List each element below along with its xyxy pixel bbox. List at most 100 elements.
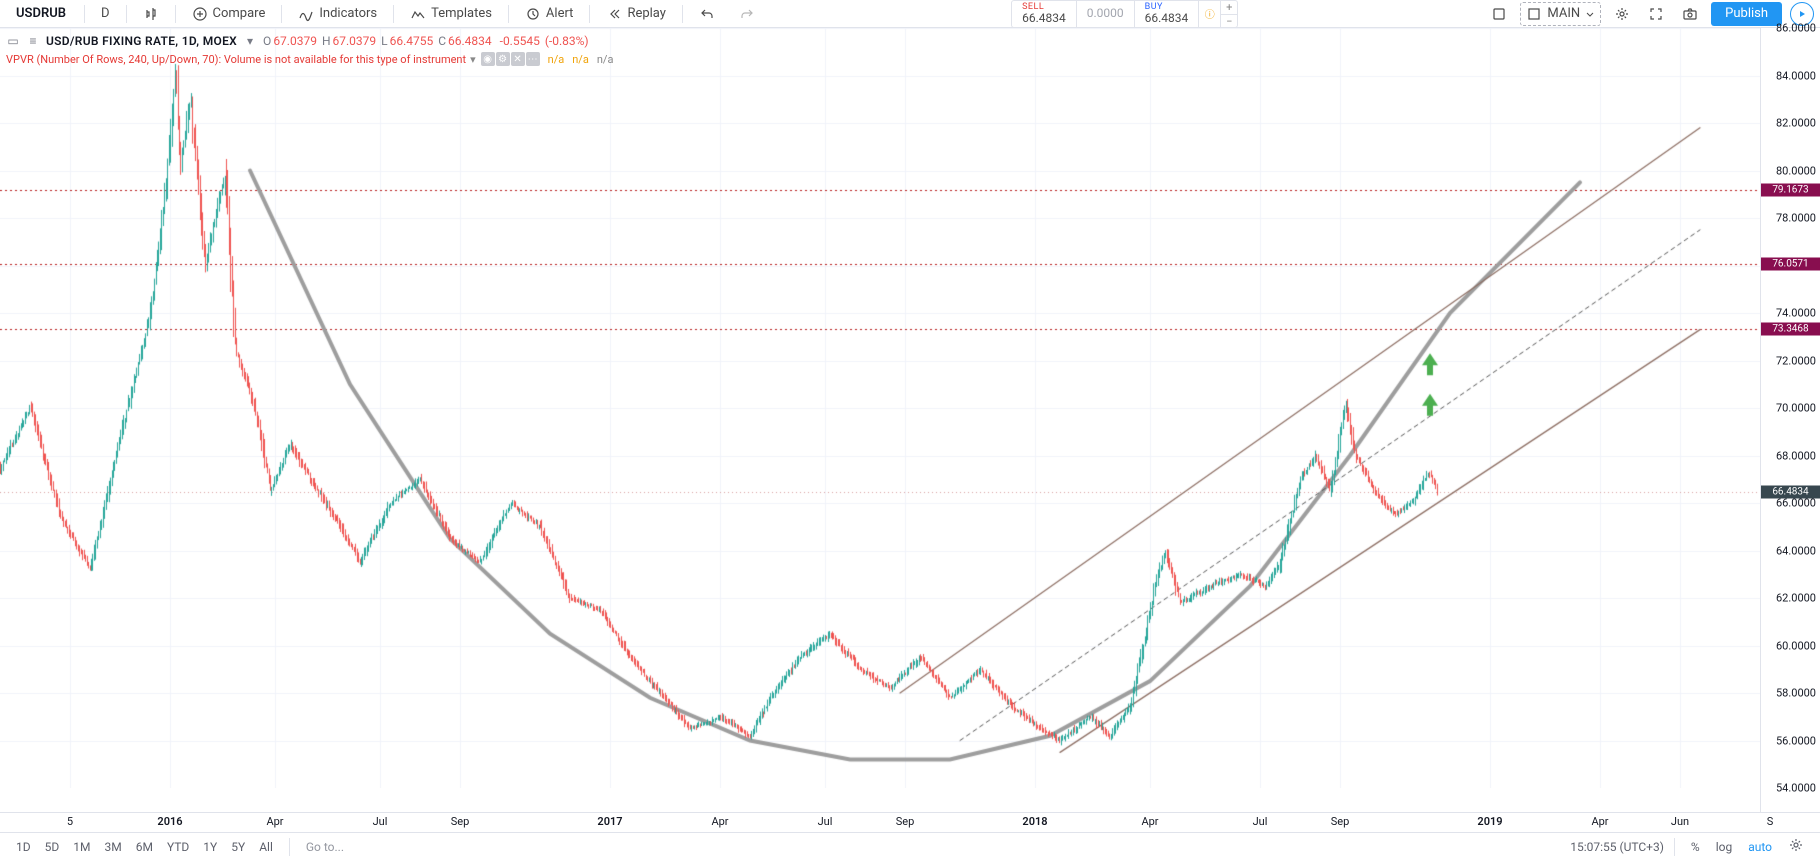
log-button[interactable]: log bbox=[1710, 837, 1739, 857]
interval-button[interactable]: D bbox=[93, 2, 118, 26]
fullscreen-icon bbox=[1648, 6, 1664, 22]
qty-minus[interactable]: − bbox=[1221, 15, 1237, 28]
y-tick: 68.0000 bbox=[1776, 449, 1816, 462]
bottom-toolbar: 1D5D1M3M6MYTD1Y5YAll Go to... 15:07:55 (… bbox=[0, 832, 1820, 860]
chevron-down-icon[interactable]: ▾ bbox=[243, 34, 257, 48]
info-icon[interactable]: ⓘ bbox=[1199, 1, 1221, 27]
snapshot-button[interactable] bbox=[1677, 2, 1703, 26]
y-tick: 86.0000 bbox=[1776, 22, 1816, 35]
y-tick: 54.0000 bbox=[1776, 782, 1816, 795]
study-eye-icon[interactable]: ◉ bbox=[481, 52, 495, 66]
indicators-button[interactable]: Indicators bbox=[290, 2, 385, 26]
legend-menu-icon[interactable]: ≡ bbox=[26, 34, 40, 48]
study-settings-icon[interactable]: ⚙ bbox=[496, 52, 510, 66]
y-tick: 60.0000 bbox=[1776, 639, 1816, 652]
qty-plus[interactable]: + bbox=[1221, 1, 1237, 15]
undo-button[interactable] bbox=[691, 2, 723, 26]
sell-cell[interactable]: SELL 66.4834 bbox=[1012, 1, 1077, 27]
ohlc-readout: O67.0379 H67.0379 L66.4755 C66.4834 -0.5… bbox=[263, 34, 591, 48]
range-all[interactable]: All bbox=[253, 837, 279, 857]
range-6m[interactable]: 6M bbox=[130, 837, 159, 857]
y-tick: 70.0000 bbox=[1776, 402, 1816, 415]
chevron-down-icon bbox=[1585, 9, 1595, 19]
y-tick: 82.0000 bbox=[1776, 117, 1816, 130]
square-icon bbox=[1491, 6, 1507, 22]
percent-button[interactable]: % bbox=[1685, 837, 1706, 857]
top-toolbar: USDRUB D Compare Indicators Templates Al… bbox=[0, 0, 1820, 28]
y-tick: 80.0000 bbox=[1776, 164, 1816, 177]
x-tick: Sep bbox=[451, 815, 470, 828]
quote-panel: SELL 66.4834 0.0000 BUY 66.4834 ⓘ +− bbox=[1011, 0, 1238, 28]
chevron-down-icon[interactable]: ▾ bbox=[470, 53, 476, 66]
x-tick: Apr bbox=[1591, 815, 1608, 828]
y-tick: 72.0000 bbox=[1776, 354, 1816, 367]
goto-button[interactable]: Go to... bbox=[300, 837, 350, 857]
alert-icon bbox=[525, 6, 541, 22]
y-tick: 84.0000 bbox=[1776, 69, 1816, 82]
chart-style-button[interactable] bbox=[135, 2, 167, 26]
range-1m[interactable]: 1M bbox=[67, 837, 96, 857]
x-tick: 5 bbox=[67, 815, 73, 828]
redo-icon bbox=[739, 6, 755, 22]
redo-button[interactable] bbox=[731, 2, 763, 26]
select-tool[interactable] bbox=[1486, 2, 1512, 26]
study-delete-icon[interactable]: ✕ bbox=[511, 52, 525, 66]
y-tick: 74.0000 bbox=[1776, 307, 1816, 320]
time-axis[interactable]: 52016AprJulSep2017AprJulSep2018AprJulSep… bbox=[0, 812, 1820, 832]
spread-cell: 0.0000 bbox=[1077, 1, 1135, 27]
x-tick: Jul bbox=[818, 815, 833, 828]
templates-icon bbox=[410, 6, 426, 22]
study-legend: VPVR (Number Of Rows, 240, Up/Down, 70):… bbox=[6, 52, 613, 66]
auto-button[interactable]: auto bbox=[1742, 837, 1778, 857]
range-1y[interactable]: 1Y bbox=[197, 837, 223, 857]
play-icon bbox=[1797, 9, 1807, 19]
study-text[interactable]: VPVR (Number Of Rows, 240, Up/Down, 70):… bbox=[6, 53, 466, 66]
legend-toggle-icon[interactable]: ▭ bbox=[6, 34, 20, 48]
price-tag: 66.4834 bbox=[1761, 485, 1820, 498]
x-tick: 2017 bbox=[597, 815, 622, 828]
clock-readout: 15:07:55 (UTC+3) bbox=[1570, 840, 1664, 854]
fullscreen-button[interactable] bbox=[1643, 2, 1669, 26]
layout-icon bbox=[1526, 6, 1542, 22]
legend-title[interactable]: USD/RUB FIXING RATE, 1D, MOEX bbox=[46, 34, 237, 48]
x-tick: 2016 bbox=[157, 815, 182, 828]
x-tick: Apr bbox=[1141, 815, 1158, 828]
layout-button[interactable]: MAIN bbox=[1520, 2, 1601, 26]
x-tick: Jun bbox=[1671, 815, 1689, 828]
range-5y[interactable]: 5Y bbox=[225, 837, 251, 857]
price-tag: 73.3468 bbox=[1761, 322, 1820, 335]
x-tick: 2018 bbox=[1022, 815, 1047, 828]
templates-button[interactable]: Templates bbox=[402, 2, 500, 26]
x-tick: Sep bbox=[896, 815, 915, 828]
y-tick: 56.0000 bbox=[1776, 734, 1816, 747]
gear-icon bbox=[1614, 6, 1630, 22]
replay-icon bbox=[606, 6, 622, 22]
axis-settings-button[interactable] bbox=[1782, 834, 1810, 859]
y-tick: 64.0000 bbox=[1776, 544, 1816, 557]
indicators-icon bbox=[298, 6, 314, 22]
study-more-icon[interactable]: ⋯ bbox=[526, 52, 540, 66]
symbol-name[interactable]: USDRUB bbox=[6, 6, 76, 21]
compare-button[interactable]: Compare bbox=[184, 2, 274, 26]
x-tick: Apr bbox=[266, 815, 283, 828]
range-3m[interactable]: 3M bbox=[98, 837, 127, 857]
buy-cell[interactable]: BUY 66.4834 bbox=[1135, 1, 1200, 27]
plus-circle-icon bbox=[192, 6, 208, 22]
x-tick: Apr bbox=[711, 815, 728, 828]
range-ytd[interactable]: YTD bbox=[161, 837, 195, 857]
x-tick: 2019 bbox=[1477, 815, 1502, 828]
chart-pane[interactable]: ▭ ≡ USD/RUB FIXING RATE, 1D, MOEX ▾ O67.… bbox=[0, 28, 1760, 812]
alert-button[interactable]: Alert bbox=[517, 2, 582, 26]
gear-icon bbox=[1788, 837, 1804, 853]
undo-icon bbox=[699, 6, 715, 22]
candles-icon bbox=[143, 6, 159, 22]
replay-button[interactable]: Replay bbox=[598, 2, 674, 26]
camera-icon bbox=[1682, 6, 1698, 22]
y-tick: 66.0000 bbox=[1776, 497, 1816, 510]
chart-legend: ▭ ≡ USD/RUB FIXING RATE, 1D, MOEX ▾ O67.… bbox=[6, 34, 591, 48]
publish-button[interactable]: Publish bbox=[1711, 2, 1782, 26]
settings-button[interactable] bbox=[1609, 2, 1635, 26]
range-1d[interactable]: 1D bbox=[10, 837, 37, 857]
price-axis[interactable]: 86.000084.000082.000080.000078.000076.00… bbox=[1760, 28, 1820, 812]
range-5d[interactable]: 5D bbox=[39, 837, 66, 857]
